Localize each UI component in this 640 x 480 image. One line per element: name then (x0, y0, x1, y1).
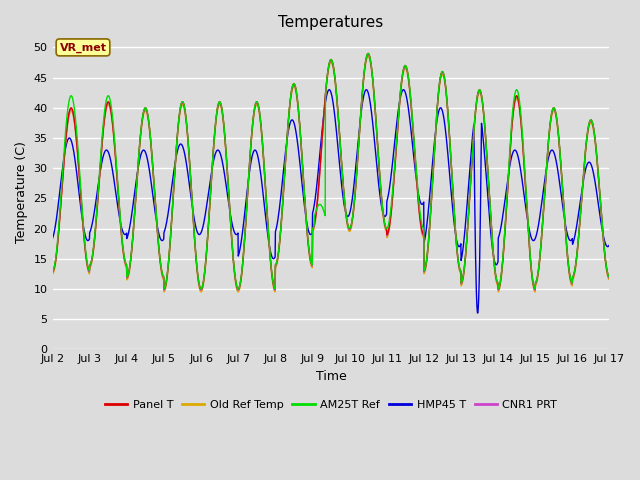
X-axis label: Time: Time (316, 370, 346, 383)
Y-axis label: Temperature (C): Temperature (C) (15, 142, 28, 243)
Legend: Panel T, Old Ref Temp, AM25T Ref, HMP45 T, CNR1 PRT: Panel T, Old Ref Temp, AM25T Ref, HMP45 … (100, 396, 562, 415)
Text: VR_met: VR_met (60, 42, 106, 52)
Title: Temperatures: Temperatures (278, 15, 383, 30)
